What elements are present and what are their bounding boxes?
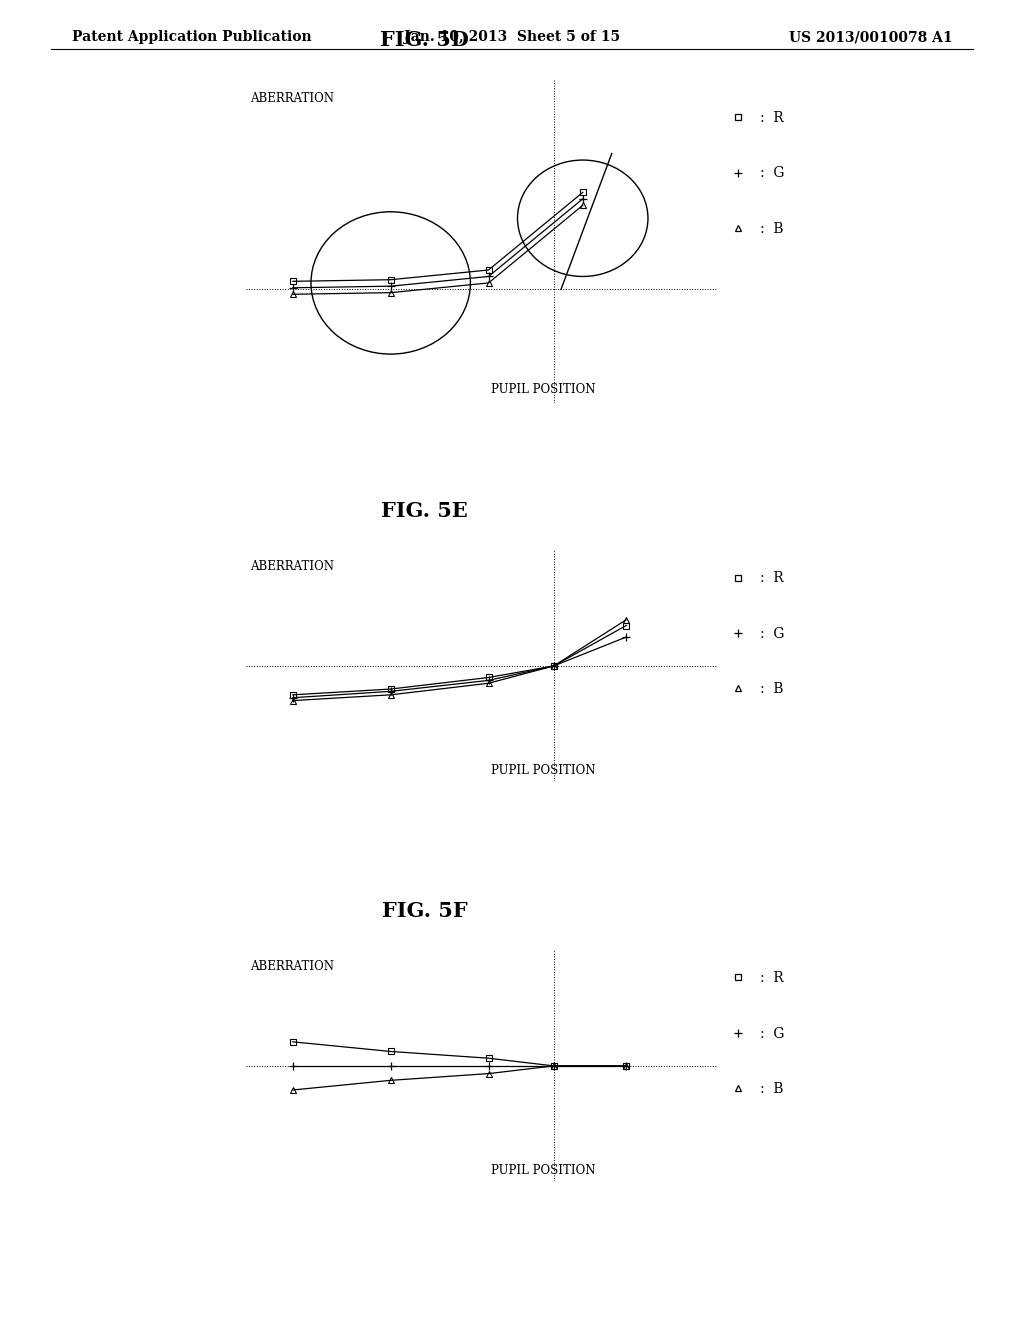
Text: ABERRATION: ABERRATION — [251, 92, 335, 106]
Text: PUPIL POSITION: PUPIL POSITION — [490, 764, 595, 776]
Text: US 2013/0010078 A1: US 2013/0010078 A1 — [788, 30, 952, 45]
Text: PUPIL POSITION: PUPIL POSITION — [490, 383, 595, 396]
Text: PUPIL POSITION: PUPIL POSITION — [490, 1164, 595, 1177]
Text: ABERRATION: ABERRATION — [251, 960, 335, 973]
Text: :  R: : R — [760, 972, 783, 985]
Text: ABERRATION: ABERRATION — [251, 560, 335, 573]
Text: FIG. 5D: FIG. 5D — [380, 30, 469, 50]
Text: Patent Application Publication: Patent Application Publication — [72, 30, 311, 45]
Text: :  R: : R — [760, 572, 783, 585]
Text: FIG. 5E: FIG. 5E — [381, 502, 468, 521]
Text: :  R: : R — [760, 111, 783, 125]
Text: :  B: : B — [760, 1082, 783, 1096]
Text: :  B: : B — [760, 682, 783, 696]
Text: :  G: : G — [760, 627, 784, 640]
Text: FIG. 5F: FIG. 5F — [382, 902, 468, 921]
Text: :  G: : G — [760, 1027, 784, 1040]
Text: Jan. 10, 2013  Sheet 5 of 15: Jan. 10, 2013 Sheet 5 of 15 — [403, 30, 621, 45]
Text: :  B: : B — [760, 222, 783, 236]
Text: :  G: : G — [760, 166, 784, 181]
